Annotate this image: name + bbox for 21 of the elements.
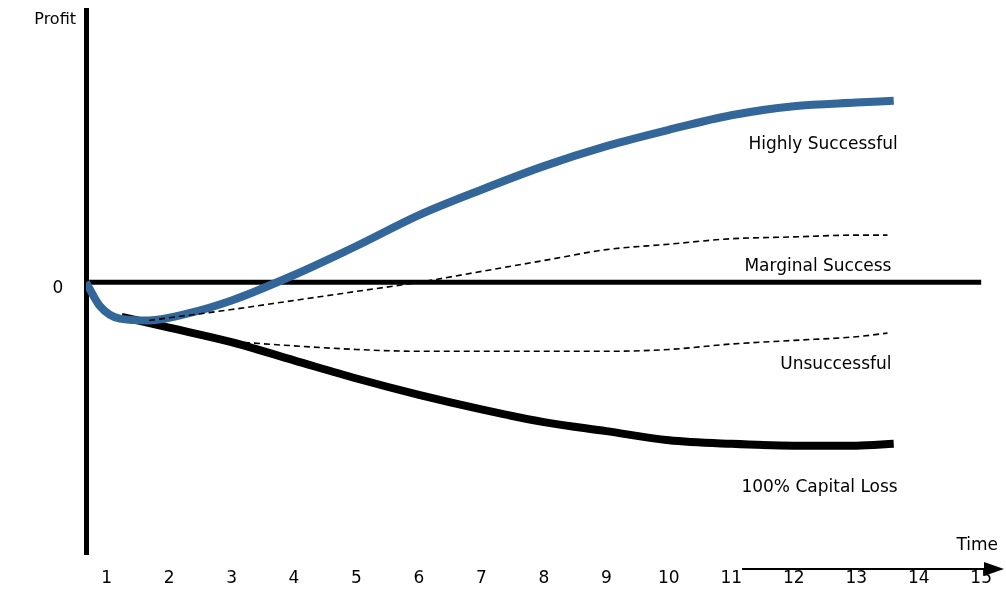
series-label: Marginal Success [744, 254, 892, 275]
x-tick-label: 5 [351, 567, 362, 588]
x-tick-label: 6 [413, 567, 425, 588]
x-tick-label: 2 [163, 567, 175, 588]
x-tick-label: 14 [907, 567, 930, 588]
x-tick-label: 10 [658, 567, 680, 588]
x-tick-label: 12 [782, 567, 805, 588]
x-tick-label: 13 [845, 567, 868, 588]
series-label: Unsuccessful [780, 352, 892, 373]
text: 0 [52, 276, 64, 297]
y-axis-title: Profit [34, 9, 76, 29]
series-label: Highly Successful [748, 133, 898, 154]
x-tick-label: 9 [600, 567, 612, 588]
x-tick-label: 3 [226, 567, 237, 588]
series-label: 100% Capital Loss [741, 476, 898, 497]
x-tick-label: 7 [476, 567, 487, 588]
x-tick-label: 8 [538, 567, 550, 588]
x-tick-label: 1 [101, 567, 113, 588]
x-tick-label: 4 [288, 567, 300, 588]
x-axis-title: Time [955, 534, 998, 555]
x-tick-label: 11 [720, 567, 743, 588]
